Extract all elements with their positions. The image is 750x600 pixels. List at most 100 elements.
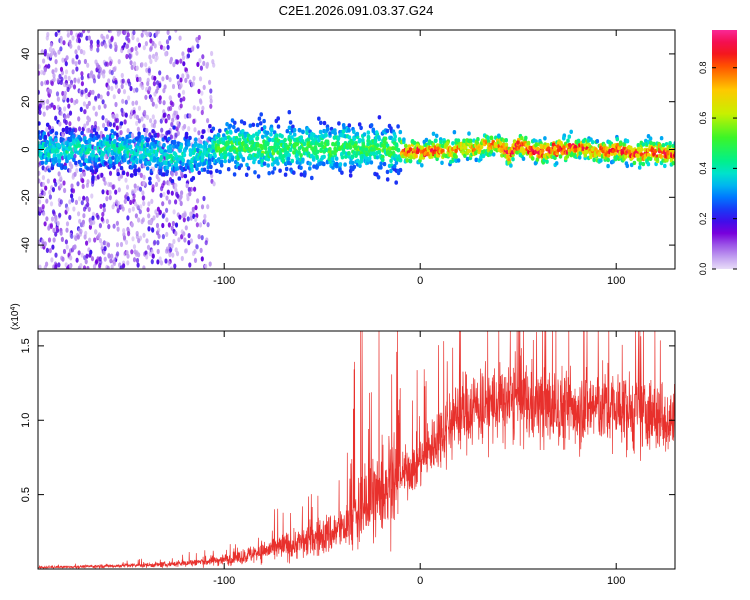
noise-cell — [142, 200, 146, 207]
noise-cell — [209, 98, 213, 104]
noise-cell — [41, 165, 45, 171]
noise-cell — [140, 116, 144, 122]
ridge-cell — [148, 180, 152, 186]
noise-cell — [152, 215, 156, 221]
noise-cell — [174, 199, 178, 205]
ridge-cell — [310, 175, 314, 181]
ridge-cell — [352, 129, 356, 134]
noise-cell — [73, 153, 77, 159]
ridge-cell — [216, 146, 221, 151]
noise-cell — [66, 30, 70, 34]
noise-cell — [164, 51, 168, 57]
ridge-cell — [641, 142, 646, 147]
ridge-cell — [218, 169, 222, 175]
noise-cell — [86, 62, 90, 68]
ridge-cell — [489, 135, 494, 140]
noise-cell — [77, 45, 81, 51]
noise-cell — [165, 217, 169, 223]
ridge-cell — [184, 134, 189, 140]
ridge-cell — [119, 121, 124, 126]
noise-cell — [164, 118, 168, 124]
noise-cell — [178, 35, 182, 41]
ridge-cell — [652, 141, 656, 147]
noise-cell — [171, 83, 176, 90]
ridge-cell — [404, 143, 408, 148]
noise-cell — [94, 95, 98, 101]
noise-cell — [77, 78, 81, 84]
ridge-cell — [91, 175, 95, 180]
noise-cell — [56, 77, 60, 83]
noise-cell — [144, 131, 148, 137]
noise-cell — [169, 59, 173, 65]
noise-cell — [135, 87, 139, 93]
noise-cell — [146, 244, 151, 250]
ridge-cell — [57, 155, 62, 160]
ridge-cell — [71, 134, 76, 139]
noise-cell — [100, 241, 104, 247]
noise-cell — [150, 259, 154, 265]
ridge-cell — [112, 165, 116, 170]
noise-cell — [197, 130, 201, 136]
noise-cell — [66, 113, 70, 119]
snr-x-tick-label: -100 — [213, 575, 235, 587]
noise-cell — [75, 257, 79, 263]
noise-cell — [101, 99, 105, 105]
noise-cell — [165, 39, 170, 45]
noise-cell — [72, 84, 77, 90]
noise-cell — [54, 59, 58, 65]
ridge-cell — [396, 147, 401, 153]
ridge-cell — [109, 163, 113, 168]
noise-cell — [146, 81, 150, 87]
ridge-cell — [228, 123, 233, 128]
ridge-cell — [376, 175, 381, 180]
snr-y-scale-factor: (x104) — [10, 303, 22, 330]
noise-cell — [145, 67, 149, 73]
noise-cell — [105, 61, 110, 67]
noise-cell — [71, 59, 75, 65]
ridge-cell — [228, 129, 233, 134]
ridge-cell — [285, 129, 290, 134]
noise-cell — [199, 247, 203, 253]
ridge-cell — [342, 125, 346, 130]
noise-cell — [77, 116, 81, 122]
ridge-cell — [177, 176, 182, 181]
noise-cell — [144, 250, 148, 256]
noise-cell — [192, 118, 196, 124]
noise-cell — [93, 120, 98, 127]
noise-cell — [43, 221, 47, 227]
noise-cell — [141, 30, 145, 33]
noise-cell — [51, 69, 55, 75]
noise-cell — [126, 196, 130, 202]
noise-cell — [168, 199, 172, 205]
noise-cell — [90, 193, 94, 199]
noise-cell — [64, 74, 68, 80]
ridge-cell — [104, 126, 108, 132]
noise-cell — [110, 70, 114, 76]
noise-cell — [99, 94, 103, 100]
ridge-cell — [369, 123, 374, 128]
ridge-cell — [278, 168, 282, 173]
noise-cell — [43, 241, 47, 247]
noise-cell — [75, 66, 79, 72]
ridge-cell — [398, 167, 403, 173]
noise-cell — [182, 61, 186, 67]
ridge-cell — [545, 159, 549, 164]
ridge-cell — [151, 137, 155, 143]
ridge-cell — [257, 129, 262, 134]
ridge-cell — [276, 116, 281, 121]
noise-cell — [68, 199, 72, 205]
ridge-cell — [440, 160, 444, 165]
ridge-cell — [269, 132, 273, 137]
noise-cell — [80, 252, 84, 258]
snr-y-tick-label: 1.5 — [20, 338, 32, 353]
noise-cell — [84, 259, 88, 265]
noise-cell — [42, 58, 46, 64]
ridge-cell — [540, 148, 545, 153]
noise-cell — [94, 111, 98, 117]
noise-cell — [101, 211, 105, 217]
noise-cell — [137, 105, 142, 111]
noise-cell — [108, 170, 113, 176]
noise-cell — [176, 74, 180, 80]
ridge-cell — [338, 162, 343, 167]
ridge-cell — [259, 112, 264, 117]
